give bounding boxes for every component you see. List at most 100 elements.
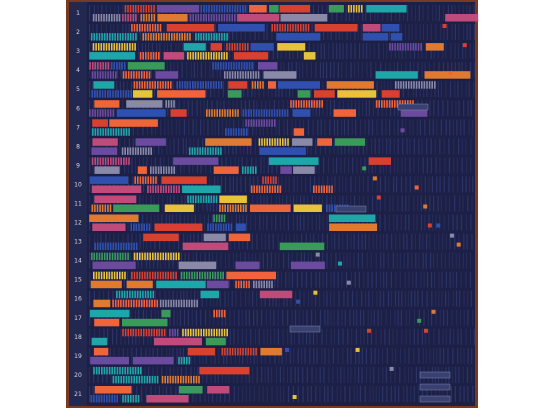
stripe (391, 100, 393, 108)
stitch (193, 328, 195, 345)
stitch (336, 43, 338, 60)
stripe (182, 375, 185, 384)
stitch (278, 100, 280, 117)
stripe (111, 395, 113, 403)
row-number: 7 (76, 124, 80, 131)
stripe (245, 119, 247, 127)
stripe (122, 33, 124, 41)
stitch (316, 328, 318, 345)
stitch (178, 176, 180, 193)
stitch (458, 43, 460, 60)
stripe (136, 375, 138, 384)
stripe (112, 299, 114, 308)
stitch (126, 271, 129, 288)
stripe (124, 14, 127, 22)
stitch (385, 366, 387, 383)
stripe (124, 328, 127, 337)
stitch (379, 214, 381, 231)
stitch (172, 328, 174, 345)
stitch (457, 328, 459, 345)
stitch (326, 271, 328, 288)
stitch (256, 309, 258, 326)
stripe (140, 5, 142, 13)
stitch (193, 81, 195, 98)
stitch (302, 309, 304, 326)
stitch (388, 214, 390, 231)
stitch (177, 366, 179, 383)
stitch (395, 271, 397, 288)
stitch (318, 195, 320, 212)
stitch (387, 290, 390, 307)
stitch (177, 195, 179, 212)
bar (90, 356, 129, 365)
stitch (378, 366, 380, 383)
stitch (422, 5, 424, 21)
stitch (339, 252, 341, 269)
stripe (240, 128, 243, 136)
stitch (101, 138, 103, 155)
stitch (251, 81, 253, 98)
stripe (153, 328, 155, 337)
square (424, 328, 428, 333)
stitch (382, 366, 384, 383)
stitch (218, 347, 220, 364)
stitch (239, 81, 241, 98)
stitch (409, 43, 411, 60)
stitch (220, 176, 223, 193)
stitch (163, 157, 165, 174)
stripe (247, 109, 250, 117)
stripe (191, 299, 193, 308)
stripe (107, 204, 109, 212)
stripe (279, 185, 282, 193)
stitch (354, 271, 356, 288)
stripe (140, 71, 143, 79)
stitch (130, 100, 132, 117)
stitch (288, 271, 290, 288)
stripe (148, 223, 151, 231)
stitch (240, 62, 242, 79)
stitch (292, 5, 294, 21)
stitch (156, 24, 158, 40)
stripe (116, 33, 119, 41)
stitch (150, 62, 152, 79)
stitch (305, 233, 307, 250)
stitch (199, 24, 201, 40)
stitch (348, 138, 350, 155)
stitch (365, 347, 367, 364)
stripe (132, 14, 135, 22)
stitch (313, 233, 315, 250)
stitch (274, 271, 276, 288)
stitch (316, 347, 318, 364)
square (442, 24, 447, 28)
stitch (216, 386, 218, 402)
square (315, 252, 320, 257)
stitch (239, 195, 241, 212)
stitch (304, 24, 306, 40)
stripe (147, 147, 150, 155)
stripe (242, 347, 244, 356)
stitch (115, 290, 117, 307)
stitch (223, 347, 225, 364)
stitch (404, 290, 406, 307)
stripe (388, 100, 391, 108)
stitch (183, 271, 186, 288)
stitch (353, 5, 355, 21)
square (431, 309, 436, 314)
stripe (243, 280, 245, 289)
stitch (166, 138, 168, 155)
stripe (122, 299, 125, 308)
stitch (456, 157, 458, 174)
stitch (271, 157, 273, 174)
stitch (331, 386, 333, 402)
stripe (292, 100, 295, 108)
stripe (127, 71, 130, 79)
stitch (321, 328, 323, 345)
stripe (189, 81, 191, 89)
stitch (341, 176, 344, 193)
stitch (332, 347, 334, 364)
stitch (449, 328, 451, 345)
stitch (405, 309, 407, 326)
stitch (310, 138, 312, 155)
stitch (172, 347, 174, 364)
stitch (115, 271, 118, 288)
